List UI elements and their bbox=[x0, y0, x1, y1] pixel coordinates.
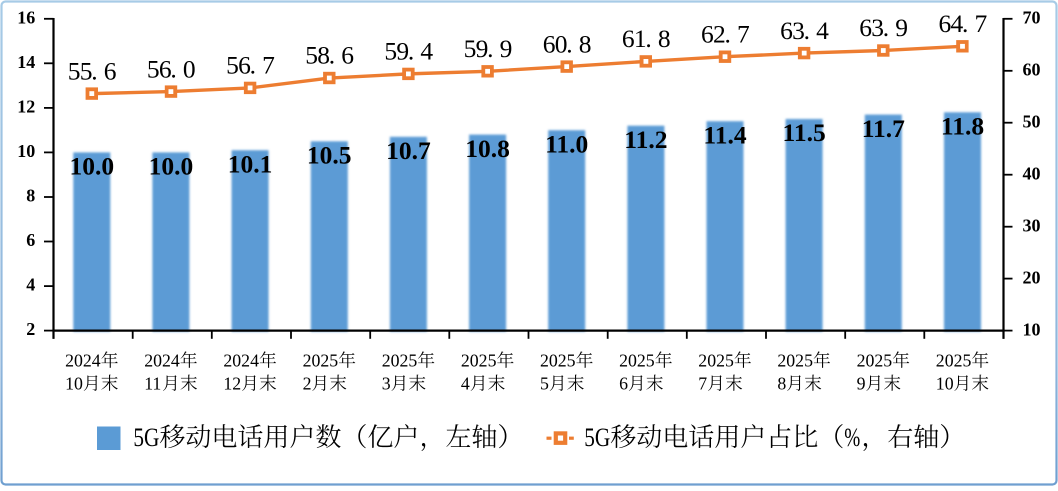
svg-text:11.7: 11.7 bbox=[862, 114, 905, 143]
svg-text:55.6: 55.6 bbox=[68, 56, 117, 85]
svg-text:16: 16 bbox=[17, 7, 35, 27]
svg-text:2024: 2024 bbox=[144, 351, 180, 371]
svg-text:5G: 5G bbox=[133, 423, 159, 452]
svg-text:11.8: 11.8 bbox=[941, 112, 984, 141]
svg-text:59.9: 59.9 bbox=[464, 34, 513, 63]
svg-text:%: % bbox=[844, 423, 860, 452]
svg-text:10: 10 bbox=[936, 374, 954, 394]
svg-text:20: 20 bbox=[1023, 267, 1041, 287]
svg-text:58.6: 58.6 bbox=[305, 41, 354, 70]
svg-text:63.9: 63.9 bbox=[859, 13, 908, 42]
svg-text:2025: 2025 bbox=[777, 351, 813, 371]
svg-text:63.4: 63.4 bbox=[780, 16, 829, 45]
svg-text:6: 6 bbox=[26, 230, 35, 250]
svg-text:3: 3 bbox=[382, 374, 391, 394]
svg-text:11.2: 11.2 bbox=[624, 125, 667, 154]
svg-text:12: 12 bbox=[223, 374, 241, 394]
svg-text:11.0: 11.0 bbox=[545, 129, 588, 158]
svg-text:8: 8 bbox=[26, 186, 35, 206]
svg-text:2025: 2025 bbox=[619, 351, 655, 371]
svg-text:56.7: 56.7 bbox=[226, 51, 275, 80]
svg-text:2025: 2025 bbox=[461, 351, 497, 371]
svg-text:10.0: 10.0 bbox=[149, 152, 194, 181]
svg-text:2025: 2025 bbox=[698, 351, 734, 371]
svg-text:10: 10 bbox=[65, 374, 83, 394]
svg-text:5G: 5G bbox=[584, 423, 610, 452]
svg-text:2: 2 bbox=[303, 374, 312, 394]
svg-text:10.1: 10.1 bbox=[228, 149, 273, 178]
svg-text:10: 10 bbox=[17, 141, 35, 161]
svg-text:56.0: 56.0 bbox=[147, 54, 196, 83]
svg-text:4: 4 bbox=[461, 374, 470, 394]
svg-text:50: 50 bbox=[1023, 111, 1041, 131]
svg-text:10.7: 10.7 bbox=[386, 136, 431, 165]
svg-text:7: 7 bbox=[698, 374, 707, 394]
svg-text:64.7: 64.7 bbox=[939, 9, 988, 38]
svg-text:2024: 2024 bbox=[65, 351, 101, 371]
svg-text:60: 60 bbox=[1023, 60, 1041, 80]
svg-text:9: 9 bbox=[857, 374, 866, 394]
svg-text:10.5: 10.5 bbox=[307, 141, 352, 170]
svg-text:8: 8 bbox=[777, 374, 786, 394]
svg-text:11.5: 11.5 bbox=[782, 118, 825, 147]
svg-text:10: 10 bbox=[1023, 319, 1041, 339]
svg-text:70: 70 bbox=[1023, 8, 1041, 28]
svg-text:30: 30 bbox=[1023, 215, 1041, 235]
svg-text:60.8: 60.8 bbox=[543, 29, 592, 58]
svg-text:2: 2 bbox=[26, 319, 35, 339]
svg-text:2025: 2025 bbox=[303, 351, 339, 371]
svg-text:4: 4 bbox=[26, 275, 35, 295]
svg-text:14: 14 bbox=[17, 52, 35, 72]
svg-text:11.4: 11.4 bbox=[703, 120, 746, 149]
svg-text:10.0: 10.0 bbox=[69, 152, 114, 181]
svg-text:2025: 2025 bbox=[540, 351, 576, 371]
svg-text:2025: 2025 bbox=[936, 351, 972, 371]
svg-text:5: 5 bbox=[540, 374, 549, 394]
svg-text:6: 6 bbox=[619, 374, 628, 394]
svg-text:2025: 2025 bbox=[382, 351, 418, 371]
svg-text:2024: 2024 bbox=[223, 351, 259, 371]
svg-text:62.7: 62.7 bbox=[701, 19, 750, 48]
svg-text:40: 40 bbox=[1023, 163, 1041, 183]
svg-text:12: 12 bbox=[17, 97, 35, 117]
svg-text:61.8: 61.8 bbox=[622, 24, 671, 53]
svg-text:59.4: 59.4 bbox=[384, 37, 433, 66]
svg-text:10.8: 10.8 bbox=[465, 134, 510, 163]
svg-text:2025: 2025 bbox=[857, 351, 893, 371]
svg-text:11: 11 bbox=[144, 374, 161, 394]
